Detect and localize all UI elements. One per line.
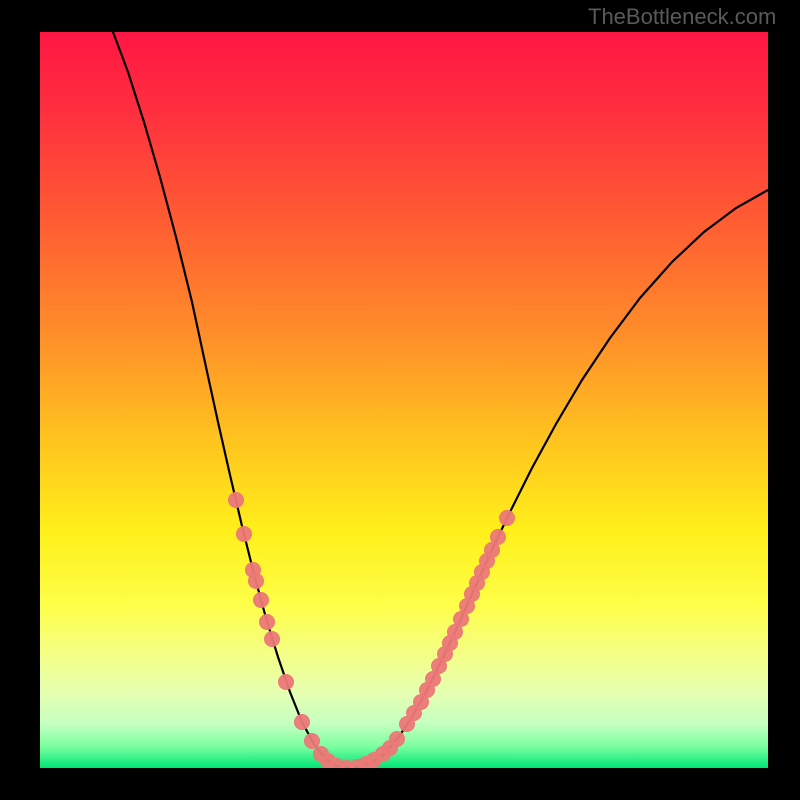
plot-area xyxy=(40,32,768,768)
data-marker xyxy=(254,593,269,608)
data-marker xyxy=(279,675,294,690)
data-marker xyxy=(390,732,405,747)
data-marker xyxy=(295,715,310,730)
watermark-text: TheBottleneck.com xyxy=(588,4,776,30)
data-marker xyxy=(305,734,320,749)
curve-left-branch xyxy=(113,32,346,768)
data-marker xyxy=(237,527,252,542)
chart-overlay xyxy=(40,32,768,768)
data-marker xyxy=(491,530,506,545)
curve-right-branch xyxy=(346,190,768,768)
data-marker xyxy=(500,511,515,526)
data-marker xyxy=(260,615,275,630)
data-marker xyxy=(229,493,244,508)
chart-container: TheBottleneck.com xyxy=(0,0,800,800)
data-marker xyxy=(265,632,280,647)
data-marker xyxy=(249,574,264,589)
